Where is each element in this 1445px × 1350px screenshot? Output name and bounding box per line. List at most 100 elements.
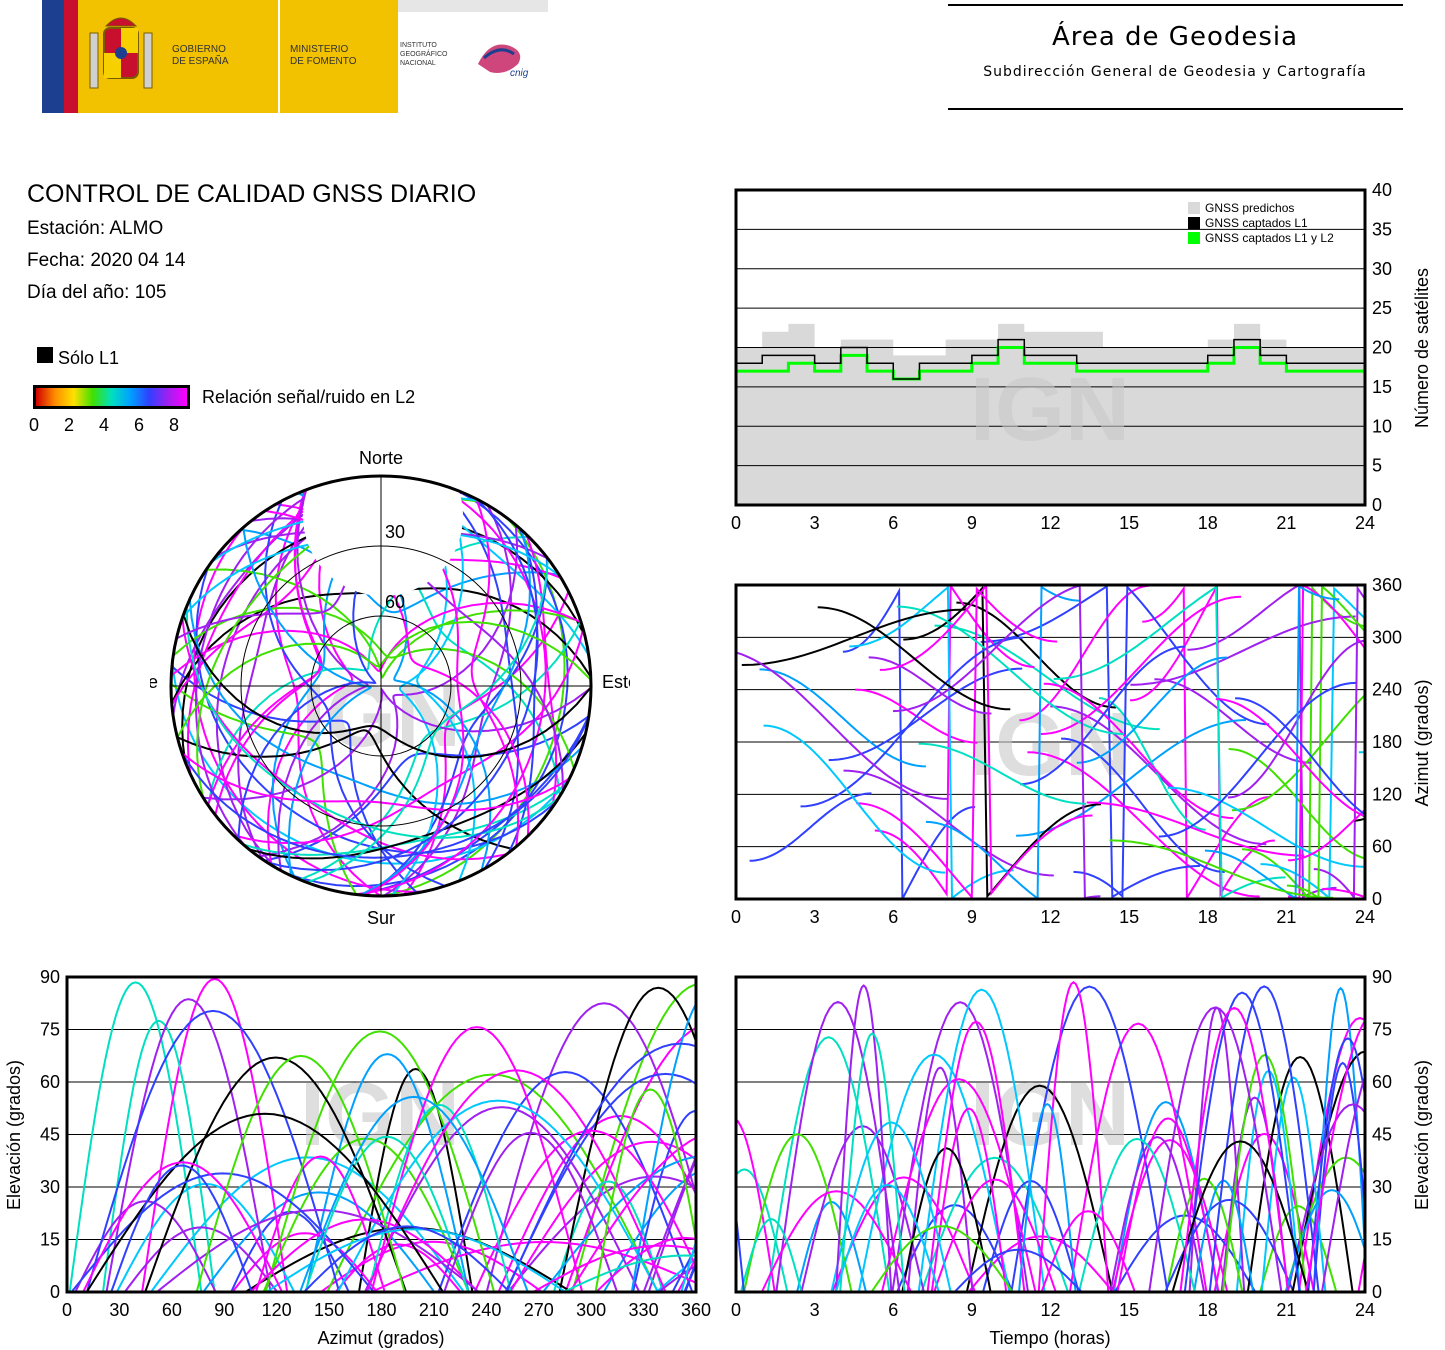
x-tick-label: 3 (810, 907, 820, 927)
elevation-azimuth-track (564, 1026, 696, 1292)
elevation-time-track (830, 1121, 952, 1292)
elevation-azimuth-track (507, 1175, 696, 1292)
elevation-azimuth-track (532, 1244, 696, 1292)
y-tick-label: 30 (1372, 259, 1392, 279)
elevation-azimuth-tracks (68, 977, 696, 1292)
skyplot-track (258, 524, 519, 858)
x-tick-label: 150 (314, 1300, 344, 1320)
x-tick-label: 360 (681, 1300, 711, 1320)
gov-line1: GOBIERNO (172, 44, 226, 55)
skyplot-track (181, 752, 571, 812)
azimuth-track (1313, 585, 1365, 899)
x-tick-label: 24 (1355, 513, 1375, 533)
skyplot-track (264, 500, 446, 887)
azimuth-track (868, 656, 992, 715)
skyplot-track (355, 481, 547, 896)
min-line1: MINISTERIO (290, 44, 349, 55)
elevation-azimuth-track (105, 998, 272, 1292)
elevation-azimuth-track (249, 1218, 479, 1292)
x-tick-label: 12 (1040, 1300, 1060, 1320)
elevation-azimuth-track (336, 1099, 659, 1292)
x-tick-label: 24 (1355, 907, 1375, 927)
snr-tick: 4 (99, 415, 110, 435)
azimuth-track (1228, 748, 1365, 860)
west-label: Oeste (150, 672, 158, 692)
x-tick-label: 3 (810, 513, 820, 533)
header-bottom-rule (948, 108, 1403, 110)
elevation-time-tracks (736, 981, 1365, 1292)
y-tick-label: 30 (40, 1177, 60, 1197)
azimuth-track (1260, 586, 1365, 899)
elevation-azimuth-track (367, 1103, 512, 1292)
elevation-time-xlabel: Tiempo (horas) (989, 1328, 1110, 1348)
x-tick-label: 120 (262, 1300, 292, 1320)
x-tick-label: 18 (1198, 907, 1218, 927)
y-tick-label: 0 (1372, 495, 1382, 515)
azimuth-track (1053, 585, 1286, 899)
y-tick-label: 300 (1372, 627, 1402, 647)
y-tick-label: 20 (1372, 338, 1392, 358)
elevation-time-track (740, 1218, 803, 1292)
legend-swatch-l1 (1188, 217, 1200, 229)
doy-label: Día del año: 105 (27, 282, 167, 303)
azimuth-track (817, 606, 1011, 711)
skyplot-track (194, 479, 340, 847)
y-tick-label: 180 (1372, 732, 1402, 752)
azimuth-track (1073, 585, 1270, 899)
elevation-time-track (775, 1000, 901, 1292)
only-l1-label: Sólo L1 (58, 348, 120, 368)
y-tick-label: 240 (1372, 680, 1402, 700)
elevation-azimuth-xlabel: Azimut (grados) (317, 1328, 444, 1348)
elevation-azimuth-track (509, 1140, 696, 1292)
elevation-time-track (1246, 1055, 1354, 1292)
y-tick-label: 35 (1372, 219, 1392, 239)
elevation-azimuth-track (305, 1053, 470, 1292)
y-tick-label: 15 (1372, 1230, 1392, 1250)
area-title: Área de Geodesia (1051, 22, 1299, 52)
skyplot-track (195, 566, 557, 854)
elevation-time-track (834, 1183, 940, 1292)
azimuth-time-ylabel: Azimut (grados) (1412, 679, 1432, 806)
eu-flag-icon (42, 0, 64, 113)
azimuth-track (1204, 585, 1340, 899)
skyplot-track (203, 687, 591, 801)
azimuth-track (892, 585, 1101, 899)
azimuth-track (856, 586, 1058, 899)
elevation-time-track (1179, 1006, 1290, 1292)
y-tick-label: 45 (40, 1125, 60, 1145)
y-tick-label: 5 (1372, 456, 1382, 476)
elevation-time-track (743, 1133, 853, 1292)
y-tick-label: 60 (1372, 837, 1392, 857)
elevation-azimuth-ylabel: Elevación (grados) (4, 1060, 24, 1210)
azimuth-track (874, 585, 1035, 898)
elevation-azimuth-track (156, 1208, 480, 1292)
elevation-azimuth-track (303, 1225, 511, 1292)
x-tick-label: 90 (214, 1300, 234, 1320)
legend-l1: GNSS captados L1 (1205, 216, 1308, 230)
azimuth-track (1098, 697, 1206, 831)
x-tick-label: 18 (1198, 513, 1218, 533)
elevation-azimuth-track (658, 1264, 696, 1292)
elevation-time-track (1148, 1006, 1283, 1292)
elevation-time-track (839, 1032, 906, 1292)
skyplot-track (182, 614, 591, 759)
azimuth-track (800, 636, 1024, 808)
elevation-azimuth-track (558, 986, 696, 1292)
x-tick-label: 12 (1040, 907, 1060, 927)
y-tick-label: 25 (1372, 298, 1392, 318)
elevation-time-track (953, 1248, 1083, 1292)
elevation-time-track (933, 1178, 1057, 1292)
elevation-azimuth-track (150, 1156, 465, 1292)
x-tick-label: 0 (731, 1300, 741, 1320)
elevation-azimuth-track (123, 1226, 279, 1292)
x-tick-label: 12 (1040, 513, 1060, 533)
satellites-x-ticks: 0 3 6 9 12 15 18 21 24 (731, 513, 1375, 533)
legend-predicted: GNSS predichos (1205, 201, 1294, 215)
elevation-azimuth-chart: IGN 0 30 60 90 120 150 180 210 240 270 300 330 360 0… (4, 967, 711, 1348)
elevation-azimuth-track (230, 1210, 350, 1292)
y-tick-label: 15 (40, 1230, 60, 1250)
x-tick-label: 300 (576, 1300, 606, 1320)
skyplot-track (507, 527, 539, 854)
elevation-time-track (831, 1176, 977, 1292)
